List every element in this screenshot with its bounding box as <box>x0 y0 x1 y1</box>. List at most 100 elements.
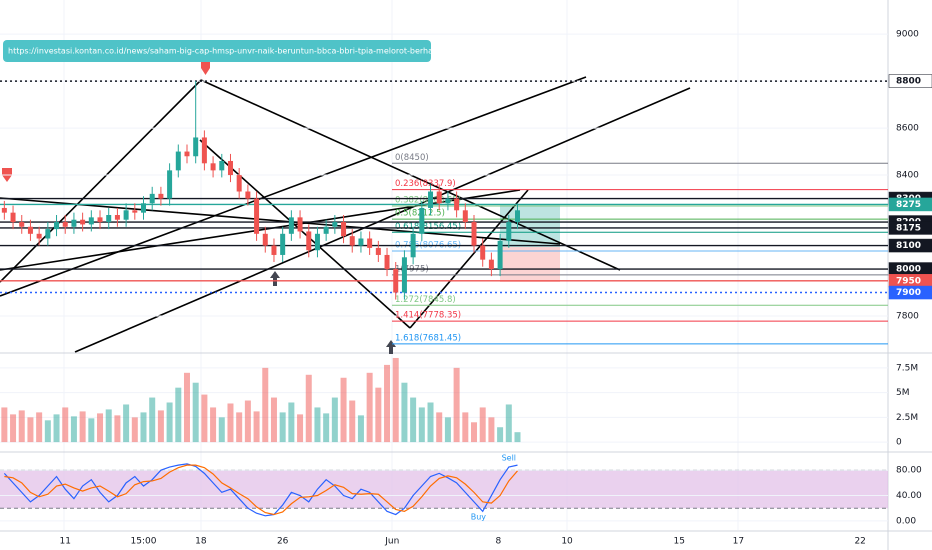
volume-bar <box>175 387 182 443</box>
fib-label: 1.414(7778.35) <box>395 311 461 321</box>
long-stop-box <box>500 247 560 282</box>
volume-bar <box>505 404 512 443</box>
candle-body <box>506 222 512 241</box>
volume-bar <box>183 372 190 443</box>
candle-body <box>27 226 33 234</box>
volume-bar <box>166 402 173 443</box>
candle-body <box>349 236 355 246</box>
volume-bar <box>10 414 17 443</box>
candle-body <box>149 193 155 204</box>
price-tag <box>888 285 932 300</box>
volume-bar <box>18 410 25 443</box>
x-tick-label: 22 <box>854 537 865 547</box>
volume-bar <box>236 412 243 443</box>
candle-body <box>280 233 286 255</box>
volume-bar <box>157 410 164 443</box>
callout-box <box>3 40 431 62</box>
price-tag <box>888 197 932 212</box>
candle-body <box>175 151 181 171</box>
price-tag-label: 8100 <box>896 241 921 251</box>
candle-body <box>384 254 390 270</box>
candle-body <box>297 217 303 232</box>
candle-body <box>341 222 347 237</box>
candle-body <box>497 240 503 270</box>
volume-bar <box>323 413 330 443</box>
candle-body <box>36 233 42 239</box>
volume-bar <box>149 397 156 443</box>
volume-bar <box>471 422 478 443</box>
candle-body <box>19 222 25 227</box>
candle-body <box>271 245 277 255</box>
y-tick-label: 80.00 <box>896 466 922 476</box>
stoch-line <box>4 464 518 516</box>
candle-body <box>97 217 103 223</box>
candle-body <box>184 151 190 157</box>
fib-label: 0.236(8337.9) <box>395 179 456 189</box>
candle-body <box>245 191 251 199</box>
volume-bar <box>514 432 521 443</box>
candle-body <box>158 193 164 199</box>
candle-body <box>201 137 207 164</box>
y-tick-label: 8600 <box>896 124 919 134</box>
candle-body <box>88 217 94 225</box>
buy-arrow <box>270 271 280 286</box>
candle-body <box>323 226 329 234</box>
fib-label: 1.618(7681.45) <box>395 333 461 343</box>
volume-bar <box>401 382 408 443</box>
sell-arrow <box>201 60 210 75</box>
candle-body <box>132 210 138 213</box>
x-tick-label: Jun <box>384 537 399 547</box>
candle-body <box>375 247 381 255</box>
candle-body <box>514 210 520 223</box>
candle-body <box>123 210 129 220</box>
candle-body <box>219 160 225 171</box>
volume-bar <box>79 411 86 443</box>
price-tag-label: 8275 <box>896 200 921 210</box>
volume-bar <box>410 397 417 443</box>
volume-bar <box>262 367 269 443</box>
volume-bar <box>53 414 60 443</box>
volume-bar <box>366 372 373 443</box>
candle-body <box>80 219 86 225</box>
volume-bar <box>444 417 451 443</box>
price-tag-label: 7950 <box>896 276 921 286</box>
y-tick-label: 0 <box>896 438 902 448</box>
volume-bar <box>36 412 43 443</box>
candle-body <box>227 160 233 176</box>
volume-bar <box>70 416 77 443</box>
volume-bar <box>27 417 34 443</box>
price-tag <box>888 221 932 235</box>
volume-bar <box>192 382 199 443</box>
candle-body <box>167 170 173 199</box>
x-tick-label: 26 <box>277 537 289 547</box>
candle-body <box>106 215 112 223</box>
volume-bar <box>340 377 347 443</box>
fib-label: 1.272(7845.8) <box>395 295 456 305</box>
y-tick-label: 5M <box>896 388 910 398</box>
volume-bar <box>227 403 234 443</box>
volume-bar <box>349 400 356 443</box>
price-tag-label: 8175 <box>896 223 921 233</box>
candle-body <box>367 238 373 248</box>
x-tick-label: 18 <box>195 537 207 547</box>
volume-bar <box>314 407 321 443</box>
candle-body <box>141 203 147 213</box>
candle-body <box>254 198 260 234</box>
price-tag-label: 7900 <box>896 288 921 298</box>
candle-body <box>454 198 460 211</box>
candle-body <box>462 210 468 223</box>
candle-body <box>1 207 7 213</box>
candle-body <box>401 257 407 293</box>
volume-bar <box>462 412 469 443</box>
candle-body <box>114 215 120 220</box>
fib-label: 0.618(8156.45) <box>395 222 461 232</box>
candle-body <box>314 233 320 251</box>
volume-bar <box>140 412 147 443</box>
stoch-line <box>3 463 518 517</box>
price-tag-label: 8000 <box>896 265 921 275</box>
volume-bar <box>44 420 51 443</box>
candle-body <box>54 222 60 230</box>
volume-bar <box>488 417 495 443</box>
volume-bar <box>392 357 399 443</box>
callout-text: https://investasi.kontan.co.id/news/saha… <box>8 47 457 56</box>
